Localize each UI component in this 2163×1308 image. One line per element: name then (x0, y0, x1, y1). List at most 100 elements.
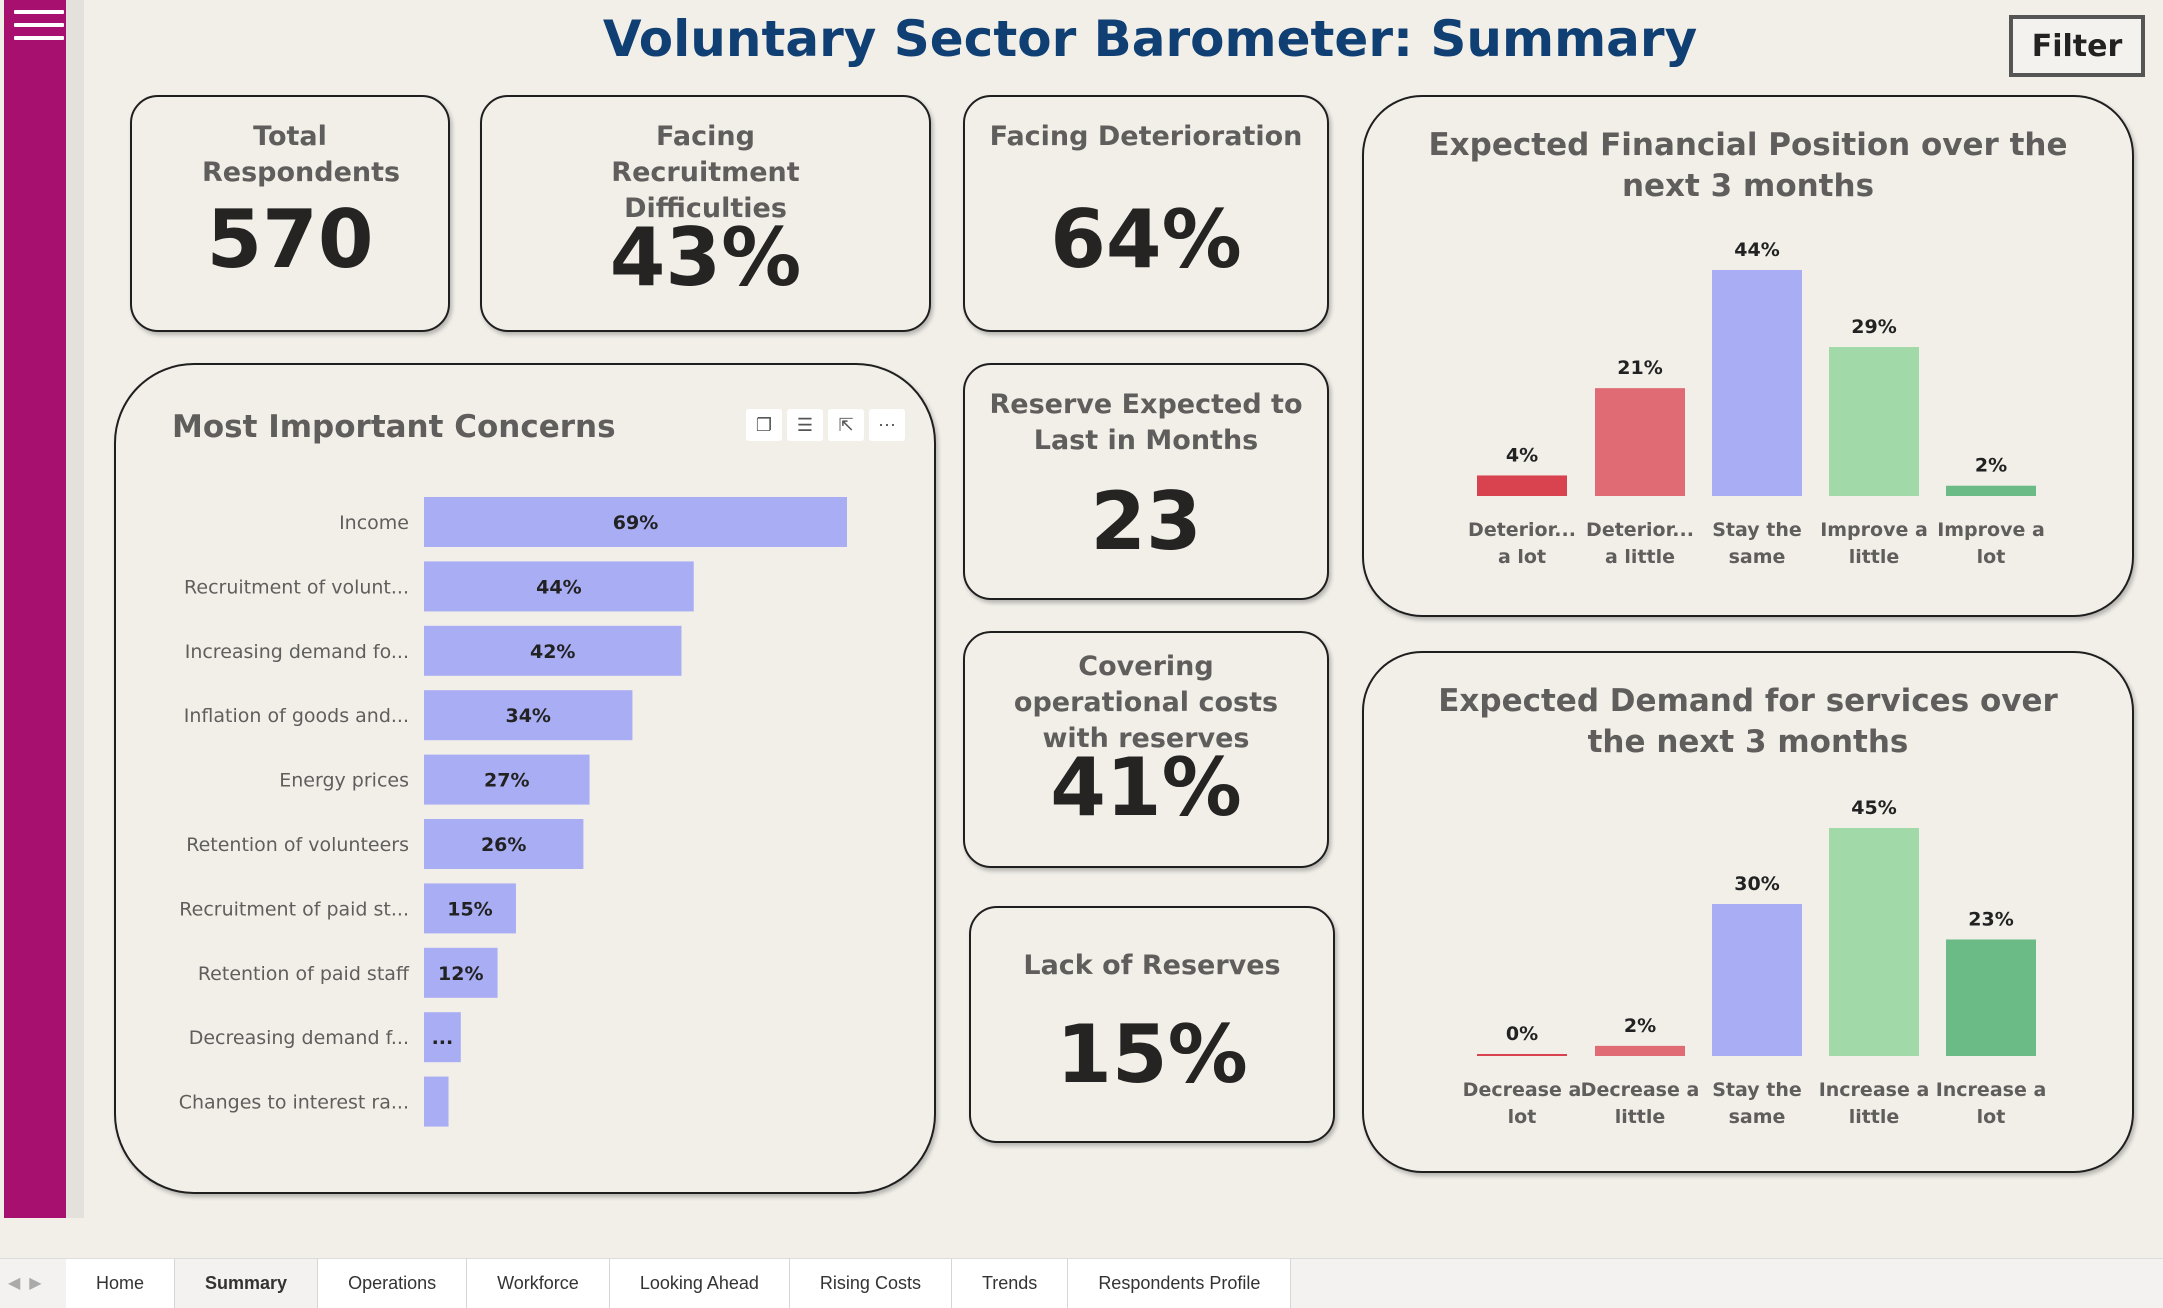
bar-data-label: 29% (1851, 316, 1896, 338)
kpi-value: 15% (1056, 1008, 1248, 1101)
concern-bar (424, 819, 584, 869)
kpi-value: 41% (1050, 741, 1242, 834)
visual-toolbar: ❐ ☰ ⇱ ⋯ (746, 409, 905, 441)
bar (1595, 1045, 1685, 1056)
concern-category-label: Retention of paid staff (198, 963, 410, 985)
category-label: same (1729, 1106, 1786, 1128)
tab-scroll-arrows-icon[interactable]: ◀ ▶ (8, 1275, 42, 1292)
category-label: lot (1977, 1106, 2006, 1128)
concern-bar (424, 497, 847, 547)
concern-category-label: Recruitment of volunt... (184, 576, 409, 598)
demand-bar-chart: 0% Decrease a lot 2% Decrease a little 30% Stay… (1463, 797, 2047, 1128)
demand-chart-title: Expected Demand for services over the ne… (1438, 683, 2058, 760)
bar-data-label: 4% (1506, 444, 1538, 466)
bar (1712, 270, 1802, 496)
sidebar-divider (66, 0, 84, 1218)
concern-category-label: Recruitment of paid st... (179, 898, 409, 920)
category-label: Increase a (1936, 1079, 2047, 1101)
copy-icon[interactable]: ❐ (746, 409, 782, 441)
kpi-value: 43% (609, 211, 802, 304)
filter-icon[interactable]: ☰ (787, 409, 823, 441)
kpi-covering-costs-card: Covering operational costs with reserves… (963, 631, 1329, 868)
bar-data-label: 0% (1506, 1023, 1538, 1045)
hamburger-menu-icon[interactable] (14, 10, 64, 52)
bar (1829, 828, 1919, 1056)
concern-bar (424, 690, 633, 741)
sidebar (4, 0, 66, 1218)
kpi-label: Facing Deterioration (989, 121, 1303, 152)
category-label: little (1849, 1106, 1900, 1128)
bar-data-label: 21% (1617, 357, 1662, 379)
tab-rising-costs[interactable]: Rising Costs (789, 1259, 952, 1308)
bar-data-label: 45% (1851, 797, 1896, 819)
concern-data-label: 26% (481, 834, 526, 856)
concern-category-label: Inflation of goods and... (184, 705, 409, 727)
bar-data-label: 2% (1624, 1015, 1656, 1037)
concerns-bar-chart: Income 69% Recruitment of volunt... 44% Incr… (179, 497, 847, 1127)
concern-bar (424, 1076, 449, 1127)
bar-data-label: 44% (1734, 239, 1779, 261)
concern-category-label: Changes to interest ra... (179, 1092, 409, 1114)
kpi-reserve-months-card: Reserve Expected to Last in Months 23 (963, 363, 1329, 600)
kpi-label: Lack of Reserves (1023, 950, 1281, 981)
tab-trends[interactable]: Trends (951, 1259, 1069, 1308)
category-label: a little (1605, 546, 1675, 568)
financial-position-bar-chart: 4% Deterior... a lot 21% Deterior... a little… (1468, 239, 2045, 568)
more-options-icon[interactable]: ⋯ (869, 409, 905, 441)
concern-bar (424, 947, 498, 998)
concern-bar (424, 883, 516, 934)
concerns-chart-title: Most Important Concerns (172, 409, 616, 445)
category-label: little (1615, 1106, 1666, 1128)
concern-category-label: Energy prices (279, 770, 409, 792)
page-tabs: Home Summary Operations Workforce Looking Ah… (66, 1259, 1292, 1308)
kpi-deterioration-card: Facing Deterioration 64% (963, 95, 1329, 332)
bar (1712, 904, 1802, 1056)
bar-data-label: 23% (1968, 908, 2013, 930)
tab-looking-ahead[interactable]: Looking Ahead (609, 1259, 790, 1308)
concern-category-label: Income (339, 512, 409, 534)
bar-data-label: 2% (1975, 455, 2007, 477)
financial-chart-title: Expected Financial Position over the nex… (1428, 127, 2068, 204)
concern-data-label: 27% (484, 770, 529, 792)
kpi-label: Total Respondents (202, 121, 401, 188)
tab-respondents-profile[interactable]: Respondents Profile (1068, 1259, 1292, 1308)
concerns-chart-card: Most Important Concerns ❐ ☰ ⇱ ⋯ Income 69… (114, 363, 936, 1194)
kpi-recruitment-card: Facing Recruitment Difficulties 43% (480, 95, 931, 332)
tab-operations[interactable]: Operations (318, 1259, 468, 1308)
bar (1477, 1054, 1567, 1056)
category-label: same (1729, 546, 1786, 568)
filter-button[interactable]: Filter (2009, 15, 2145, 77)
bar (1946, 485, 2036, 496)
concern-data-label: 42% (530, 641, 575, 663)
kpi-value: 64% (1050, 193, 1242, 286)
kpi-value: 570 (206, 193, 374, 286)
concern-data-label: 44% (536, 576, 581, 598)
bar (1477, 475, 1567, 496)
focus-mode-icon[interactable]: ⇱ (828, 409, 864, 441)
kpi-lack-reserves-card: Lack of Reserves 15% (969, 906, 1335, 1143)
category-label: Deterior... (1468, 519, 1576, 541)
kpi-total-respondents-card: Total Respondents 570 (130, 95, 450, 332)
concern-data-label: 34% (505, 705, 550, 727)
category-label: Decrease a (1463, 1079, 1582, 1101)
category-label: Decrease a (1581, 1079, 1700, 1101)
bar (1829, 347, 1919, 496)
concern-category-label: Decreasing demand f... (189, 1027, 409, 1049)
bar (1595, 388, 1685, 496)
tab-summary[interactable]: Summary (175, 1259, 319, 1308)
concern-bar (424, 561, 694, 612)
concern-data-label: ... (432, 1027, 454, 1049)
kpi-label: Facing Recruitment Difficulties (611, 121, 800, 224)
bar-data-label: 30% (1734, 873, 1779, 895)
concern-bar (424, 625, 682, 676)
tab-home[interactable]: Home (66, 1259, 176, 1308)
tab-workforce[interactable]: Workforce (467, 1259, 610, 1308)
category-label: Improve a (1820, 519, 1928, 541)
category-label: Improve a (1937, 519, 2045, 541)
concern-category-label: Increasing demand fo... (185, 641, 409, 663)
page-title: Voluntary Sector Barometer: Summary (602, 10, 1698, 68)
concern-bar (424, 754, 590, 805)
category-label: lot (1977, 546, 2006, 568)
kpi-label: Covering operational costs with reserves (1013, 651, 1279, 754)
category-label: a lot (1498, 546, 1546, 568)
